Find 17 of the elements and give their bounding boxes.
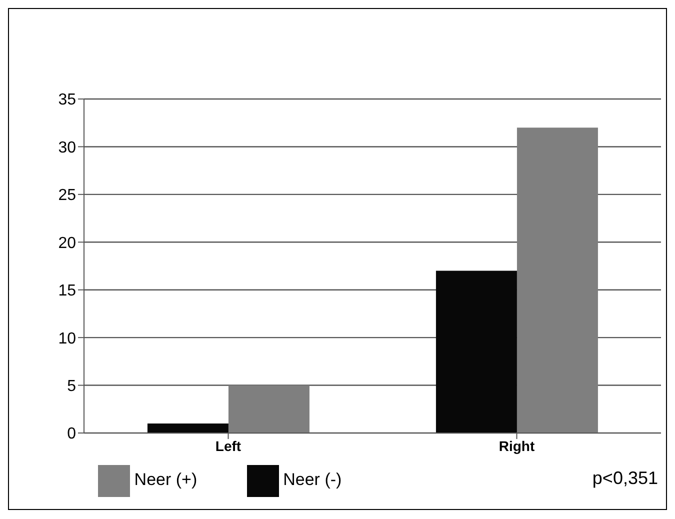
- y-tick-label: 5: [67, 378, 76, 395]
- y-tick-label: 25: [58, 187, 76, 204]
- y-tick-label: 30: [58, 139, 76, 156]
- legend-label: Neer (+): [134, 470, 198, 490]
- text: p<0,351: [592, 468, 658, 489]
- bar: [147, 423, 228, 433]
- x-tick-label: Right: [498, 438, 535, 454]
- x-tick-label: Left: [215, 438, 242, 454]
- y-tick-label: 10: [58, 330, 76, 348]
- y-tick-label: 35: [58, 92, 76, 109]
- y-tick-label: 15: [58, 282, 76, 300]
- y-tick-label: 0: [67, 426, 76, 443]
- bar: [516, 128, 598, 433]
- legend-label: Neer (-): [283, 470, 342, 490]
- y-tick-label: 20: [58, 234, 76, 252]
- bar: [228, 385, 310, 433]
- bar: [436, 270, 517, 433]
